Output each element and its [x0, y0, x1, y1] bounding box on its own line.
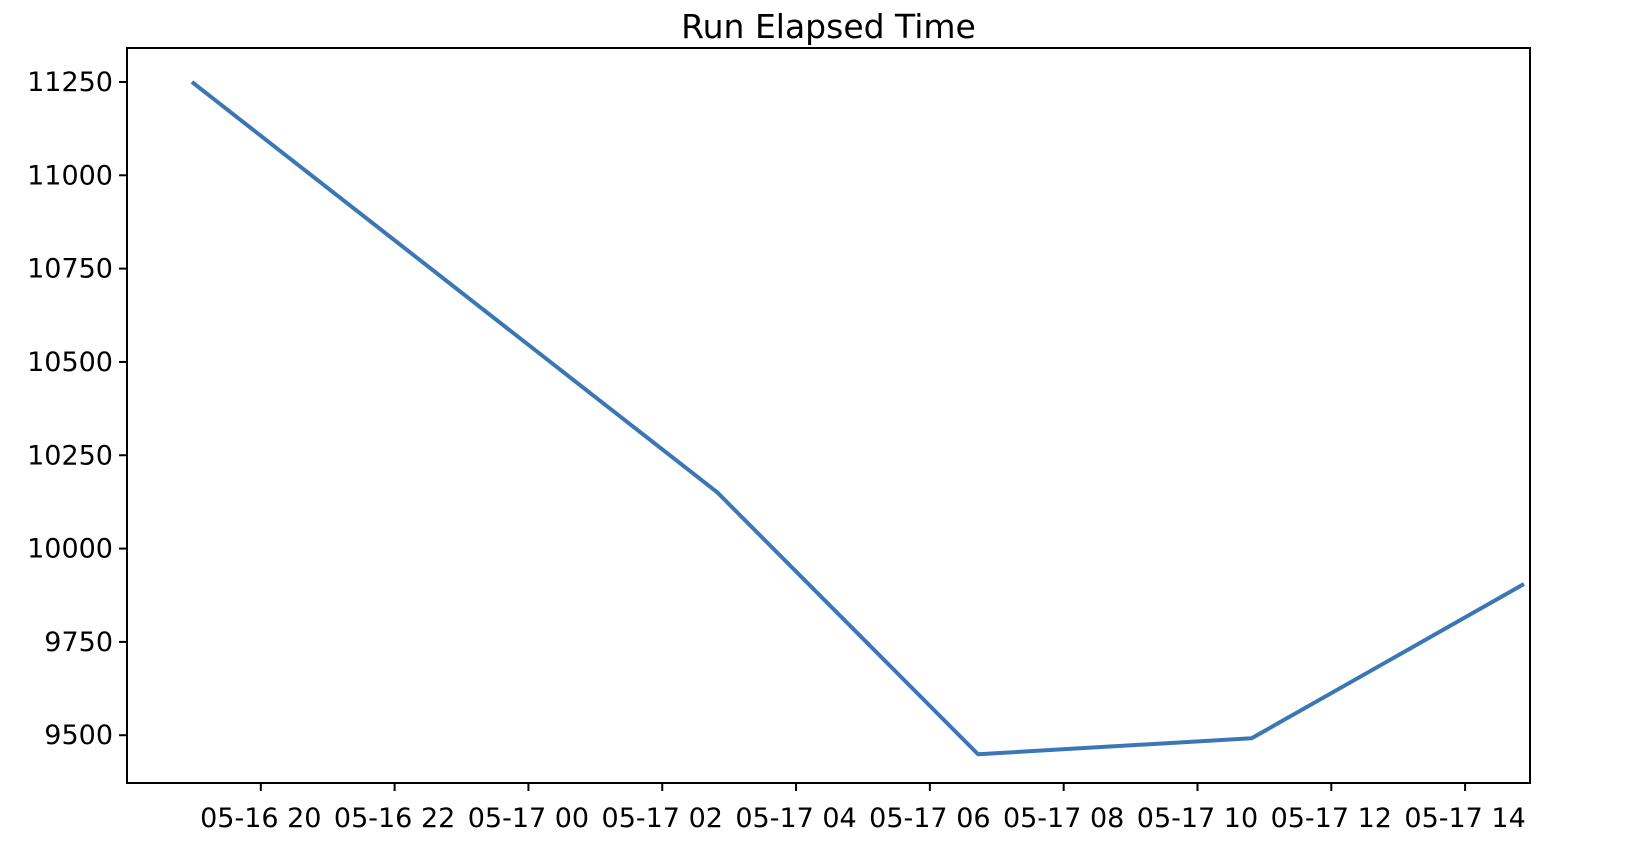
- x-tick-label: 05-17 12: [1271, 803, 1392, 834]
- y-tick-label: 9750: [44, 627, 113, 658]
- x-tick-label: 05-17 04: [735, 803, 856, 834]
- x-tick-label: 05-17 00: [468, 803, 589, 834]
- x-tick-label: 05-16 22: [334, 803, 455, 834]
- y-tick-label: 11000: [27, 160, 113, 191]
- y-tick-label: 10000: [27, 534, 113, 565]
- x-tick-label: 05-17 08: [1003, 803, 1124, 834]
- series-line-run-elapsed-time: [190, 80, 1525, 757]
- x-tick-label: 05-17 06: [869, 803, 990, 834]
- y-tick-label: 10250: [27, 440, 113, 471]
- axes-spines: [126, 47, 1531, 784]
- y-tick-label: 11250: [27, 67, 113, 98]
- y-tick-label: 10750: [27, 254, 113, 285]
- x-tick-label: 05-17 02: [602, 803, 723, 834]
- y-tick-label: 9500: [44, 720, 113, 751]
- x-tick-label: 05-17 10: [1137, 803, 1258, 834]
- y-tick-label: 10500: [27, 347, 113, 378]
- x-tick-label: 05-16 20: [200, 803, 321, 834]
- chart-title: Run Elapsed Time: [681, 7, 976, 46]
- x-tick-label: 05-17 14: [1404, 803, 1525, 834]
